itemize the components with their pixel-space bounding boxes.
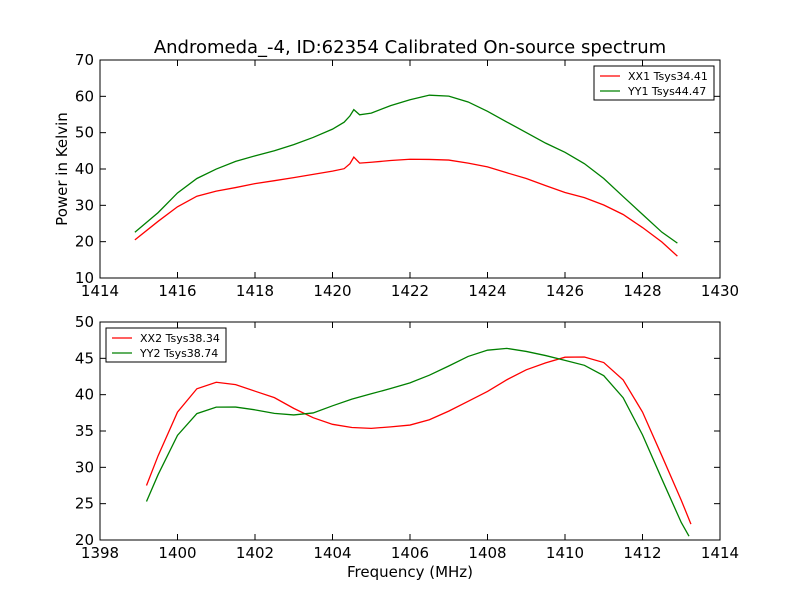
plot-1-x-tick-label-3: 1404 bbox=[313, 544, 351, 562]
top-plot: 1414 1416 1418 1420 1422 1424 1426 1428 1430 10 20… bbox=[75, 51, 739, 300]
plot-1-series-line-1 bbox=[145, 347, 690, 537]
plot-1-y-tick-label-4: 40 bbox=[75, 386, 94, 404]
plot-0-y-tick-label-4: 50 bbox=[75, 124, 94, 142]
plot-0-x-tick-label-4: 1422 bbox=[391, 282, 429, 300]
plot-1-legend-label-0: XX2 Tsys38.34 bbox=[140, 332, 220, 345]
plot-0-legend: XX1 Tsys34.41 YY1 Tsys44.47 bbox=[593, 65, 715, 101]
plot-1-y-tick-label-2: 30 bbox=[75, 458, 94, 476]
plot-1-x-tick-label-4: 1406 bbox=[391, 544, 429, 562]
plot-1-y-tick-label-6: 50 bbox=[75, 313, 94, 331]
bottom-plot: 1398 1400 1402 1404 1406 1408 1410 1412 1414 20 25… bbox=[75, 313, 739, 562]
plot-0-x-tick-label-7: 1428 bbox=[623, 282, 661, 300]
plot-0-legend-box bbox=[593, 65, 715, 101]
plot-0-y-tick-label-6: 70 bbox=[75, 51, 94, 69]
plot-1-legend-label-1: YY2 Tsys38.74 bbox=[139, 347, 218, 360]
plot-0-series-line-0 bbox=[134, 156, 678, 257]
plot-0-y-tick-label-2: 30 bbox=[75, 196, 94, 214]
plot-1-x-tick-label-8: 1414 bbox=[701, 544, 739, 562]
plot-1-y-tick-label-1: 25 bbox=[75, 495, 94, 513]
plot-1-x-tick-label-6: 1410 bbox=[546, 544, 584, 562]
plot-0-y-tick-label-0: 10 bbox=[75, 269, 94, 287]
plot-0-y-tick-label-5: 60 bbox=[75, 87, 94, 105]
plot-1-x-tick-label-1: 1400 bbox=[158, 544, 196, 562]
plot-1-y-tick-label-5: 45 bbox=[75, 349, 94, 367]
plot-0-x-tick-label-1: 1416 bbox=[158, 282, 196, 300]
x-axis-label: Frequency (MHz) bbox=[347, 563, 473, 581]
plot-0-x-tick-label-3: 1420 bbox=[313, 282, 351, 300]
plot-0-legend-label-1: YY1 Tsys44.47 bbox=[627, 85, 706, 98]
plot-1-legend-box bbox=[105, 327, 227, 363]
figure-title: Andromeda_-4, ID:62354 Calibrated On-sou… bbox=[154, 37, 666, 58]
plot-1-x-tick-label-2: 1402 bbox=[236, 544, 274, 562]
y-axis-label: Power in Kelvin bbox=[53, 112, 71, 226]
plot-0-y-tick-label-1: 20 bbox=[75, 233, 94, 251]
plot-0-x-tick-label-6: 1426 bbox=[546, 282, 584, 300]
plot-0-series-line-1 bbox=[134, 94, 678, 244]
plot-0-x-tick-label-0: 1414 bbox=[81, 282, 119, 300]
plot-1-x-tick-label-7: 1412 bbox=[623, 544, 661, 562]
plot-1-series-line-0 bbox=[145, 356, 692, 525]
plot-0-x-tick-label-8: 1430 bbox=[701, 282, 739, 300]
plot-1-x-tick-label-0: 1398 bbox=[81, 544, 119, 562]
plot-1-y-tick-label-0: 20 bbox=[75, 531, 94, 549]
plot-1-legend: XX2 Tsys38.34 YY2 Tsys38.74 bbox=[105, 327, 227, 363]
plot-0-y-tick-label-3: 40 bbox=[75, 160, 94, 178]
plot-1-y-tick-label-3: 35 bbox=[75, 422, 94, 440]
plot-0-x-tick-label-5: 1424 bbox=[468, 282, 506, 300]
plot-1-x-tick-label-5: 1408 bbox=[468, 544, 506, 562]
plot-0-legend-label-0: XX1 Tsys34.41 bbox=[628, 70, 708, 83]
plot-0-x-tick-label-2: 1418 bbox=[236, 282, 274, 300]
